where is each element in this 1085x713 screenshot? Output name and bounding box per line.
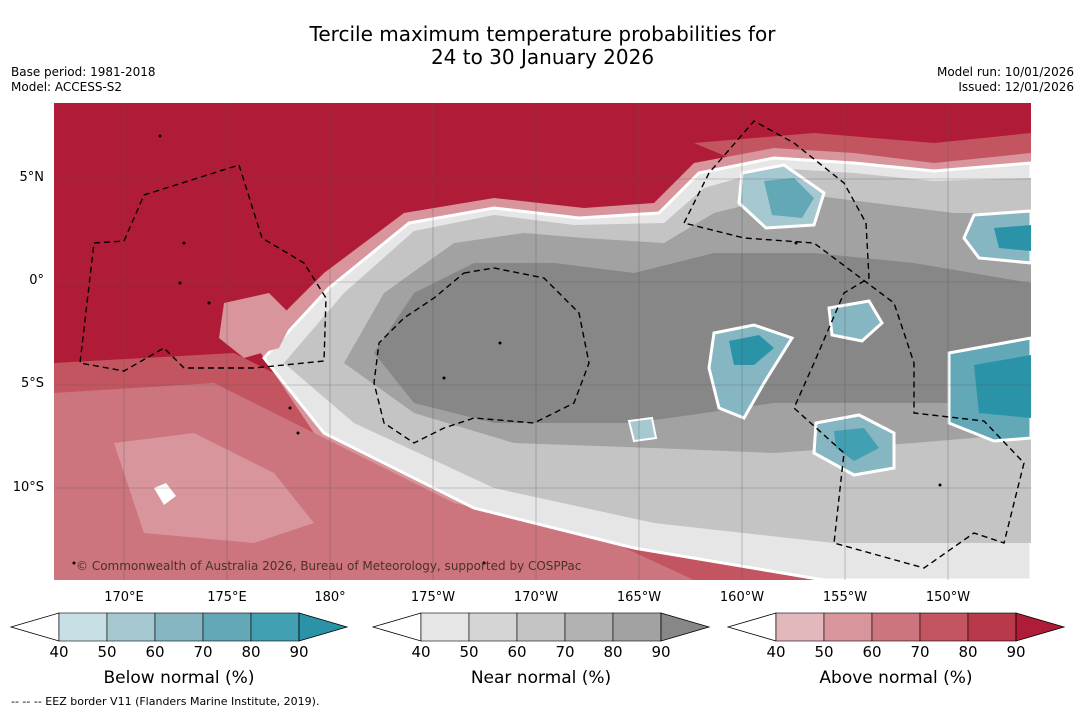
colorbar-segment bbox=[420, 612, 470, 642]
base-period: Base period: 1981-2018 bbox=[11, 65, 156, 79]
colorbar-tick-label: 70 bbox=[193, 643, 213, 661]
lat-label: 5°N bbox=[19, 170, 45, 185]
colorbar-tick-label: 40 bbox=[49, 643, 69, 661]
colorbar-segment bbox=[106, 612, 156, 642]
map-canvas bbox=[54, 103, 1031, 580]
colorbar-title-above: Above normal (%) bbox=[819, 668, 973, 688]
below-patch-1-core bbox=[764, 178, 814, 218]
probability-map bbox=[54, 103, 1031, 580]
colorbar-extend-high bbox=[298, 612, 349, 642]
colorbar-tick-label: 60 bbox=[145, 643, 165, 661]
colorbar-title-near: Near normal (%) bbox=[470, 668, 612, 688]
colorbar-segment bbox=[250, 612, 300, 642]
colorbar-segment bbox=[871, 612, 921, 642]
colorbar-title-below: Below normal (%) bbox=[103, 668, 255, 688]
colorbar-tick-label: 60 bbox=[507, 643, 527, 661]
lon-label: 170°W bbox=[513, 590, 559, 605]
colorbar-tick-label: 80 bbox=[603, 643, 623, 661]
colorbar-tick-label: 40 bbox=[766, 643, 786, 661]
lon-label: 170°E bbox=[104, 590, 144, 605]
lon-label: 180° bbox=[314, 590, 346, 605]
model-name: Model: ACCESS-S2 bbox=[11, 80, 123, 94]
lon-label: 155°W bbox=[822, 590, 868, 605]
below-patch-2-core bbox=[994, 225, 1031, 251]
colorbar-extend-low bbox=[372, 612, 422, 642]
colorbar-tick-label: 40 bbox=[411, 643, 431, 661]
colorbar-tick-label: 50 bbox=[459, 643, 479, 661]
colorbar-tick-label: 80 bbox=[241, 643, 261, 661]
lat-label: 0° bbox=[29, 273, 44, 288]
colorbar-above-normal bbox=[727, 612, 1066, 642]
colorbar-tick-label: 90 bbox=[651, 643, 671, 661]
model-run: Model run: 10/01/2026 bbox=[936, 65, 1074, 79]
colorbar-below-normal bbox=[10, 612, 349, 642]
chart-title-line2: 24 to 30 January 2026 bbox=[430, 45, 655, 69]
colorbar-segment bbox=[612, 612, 662, 642]
colorbar-segment bbox=[58, 612, 108, 642]
near-normal-90 bbox=[374, 253, 1031, 423]
lat-label: 5°S bbox=[20, 376, 44, 391]
colorbar-near-normal bbox=[372, 612, 711, 642]
below-patch-4 bbox=[827, 299, 884, 343]
above-bubble bbox=[219, 293, 294, 358]
colorbar-segment bbox=[823, 612, 873, 642]
colorbar-extend-high bbox=[1015, 612, 1066, 642]
colorbar-segment bbox=[564, 612, 614, 642]
colorbar-tick-label: 80 bbox=[958, 643, 978, 661]
eez-footnote: -- -- -- EEZ border V11 (Flanders Marine… bbox=[11, 695, 320, 708]
lon-label: 150°W bbox=[925, 590, 971, 605]
meta-left: Base period: 1981-2018 Model: ACCESS-S2 bbox=[11, 65, 156, 95]
island-markers bbox=[72, 134, 942, 565]
colorbar-segment bbox=[967, 612, 1017, 642]
colorbar-segment bbox=[516, 612, 566, 642]
gridlines bbox=[54, 103, 1031, 580]
eez-borders bbox=[79, 120, 1025, 569]
colorbar-extend-low bbox=[727, 612, 777, 642]
copyright-notice: © Commonwealth of Australia 2026, Bureau… bbox=[76, 559, 582, 573]
colorbar-tick-label: 90 bbox=[1006, 643, 1026, 661]
colorbar-tick-label: 50 bbox=[97, 643, 117, 661]
colorbar-segment bbox=[919, 612, 969, 642]
issued-date: Issued: 12/01/2026 bbox=[958, 80, 1074, 94]
lon-label: 160°W bbox=[719, 590, 765, 605]
colorbar-segment bbox=[202, 612, 252, 642]
chart-title-line1: Tercile maximum temperature probabilitie… bbox=[309, 22, 776, 46]
colorbar-tick-label: 60 bbox=[862, 643, 882, 661]
colorbar-extend-high bbox=[660, 612, 711, 642]
above-region-small bbox=[154, 483, 176, 505]
colorbar-segment bbox=[775, 612, 825, 642]
lat-label: 10°S bbox=[12, 480, 44, 495]
colorbar-segment bbox=[154, 612, 204, 642]
meta-right: Model run: 10/01/2026 Issued: 12/01/2026 bbox=[937, 65, 1074, 95]
colorbar-tick-label: 50 bbox=[814, 643, 834, 661]
colorbar-segment bbox=[468, 612, 518, 642]
colorbar-extend-low bbox=[10, 612, 60, 642]
lon-label: 175°E bbox=[207, 590, 247, 605]
below-patch-6-core bbox=[974, 355, 1031, 418]
colorbar-tick-label: 70 bbox=[555, 643, 575, 661]
colorbar-tick-label: 90 bbox=[289, 643, 309, 661]
lon-label: 175°W bbox=[410, 590, 456, 605]
below-patch-3-core bbox=[729, 335, 774, 365]
colorbar-tick-label: 70 bbox=[910, 643, 930, 661]
lon-label: 165°W bbox=[616, 590, 662, 605]
below-patch-7 bbox=[627, 416, 658, 443]
